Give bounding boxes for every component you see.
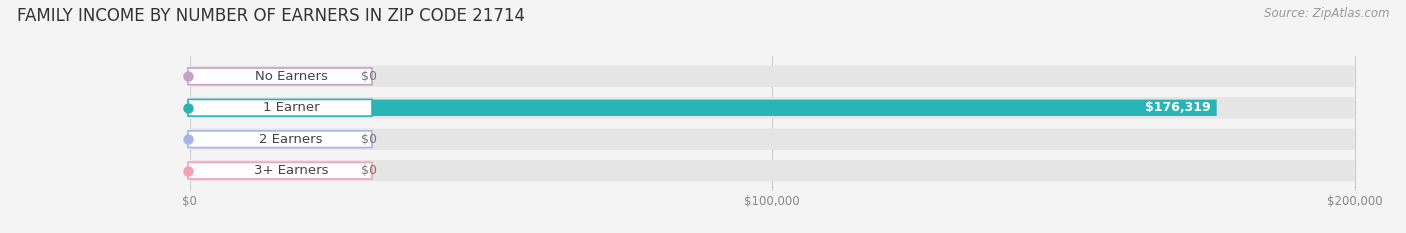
FancyBboxPatch shape bbox=[190, 97, 1354, 118]
Text: 1 Earner: 1 Earner bbox=[263, 101, 319, 114]
Text: No Earners: No Earners bbox=[254, 70, 328, 83]
FancyBboxPatch shape bbox=[190, 99, 1216, 116]
Text: 2 Earners: 2 Earners bbox=[259, 133, 323, 146]
Text: $0: $0 bbox=[361, 133, 377, 146]
FancyBboxPatch shape bbox=[188, 99, 373, 116]
Text: $0: $0 bbox=[361, 164, 377, 177]
FancyBboxPatch shape bbox=[190, 162, 347, 179]
Text: $0: $0 bbox=[361, 70, 377, 83]
FancyBboxPatch shape bbox=[188, 162, 373, 179]
Text: $176,319: $176,319 bbox=[1146, 101, 1211, 114]
FancyBboxPatch shape bbox=[190, 129, 1354, 150]
Text: Source: ZipAtlas.com: Source: ZipAtlas.com bbox=[1264, 7, 1389, 20]
FancyBboxPatch shape bbox=[190, 66, 1354, 87]
FancyBboxPatch shape bbox=[188, 131, 373, 147]
FancyBboxPatch shape bbox=[190, 68, 347, 85]
FancyBboxPatch shape bbox=[190, 131, 347, 147]
FancyBboxPatch shape bbox=[188, 68, 373, 85]
Text: FAMILY INCOME BY NUMBER OF EARNERS IN ZIP CODE 21714: FAMILY INCOME BY NUMBER OF EARNERS IN ZI… bbox=[17, 7, 524, 25]
FancyBboxPatch shape bbox=[190, 160, 1354, 181]
Text: 3+ Earners: 3+ Earners bbox=[253, 164, 328, 177]
